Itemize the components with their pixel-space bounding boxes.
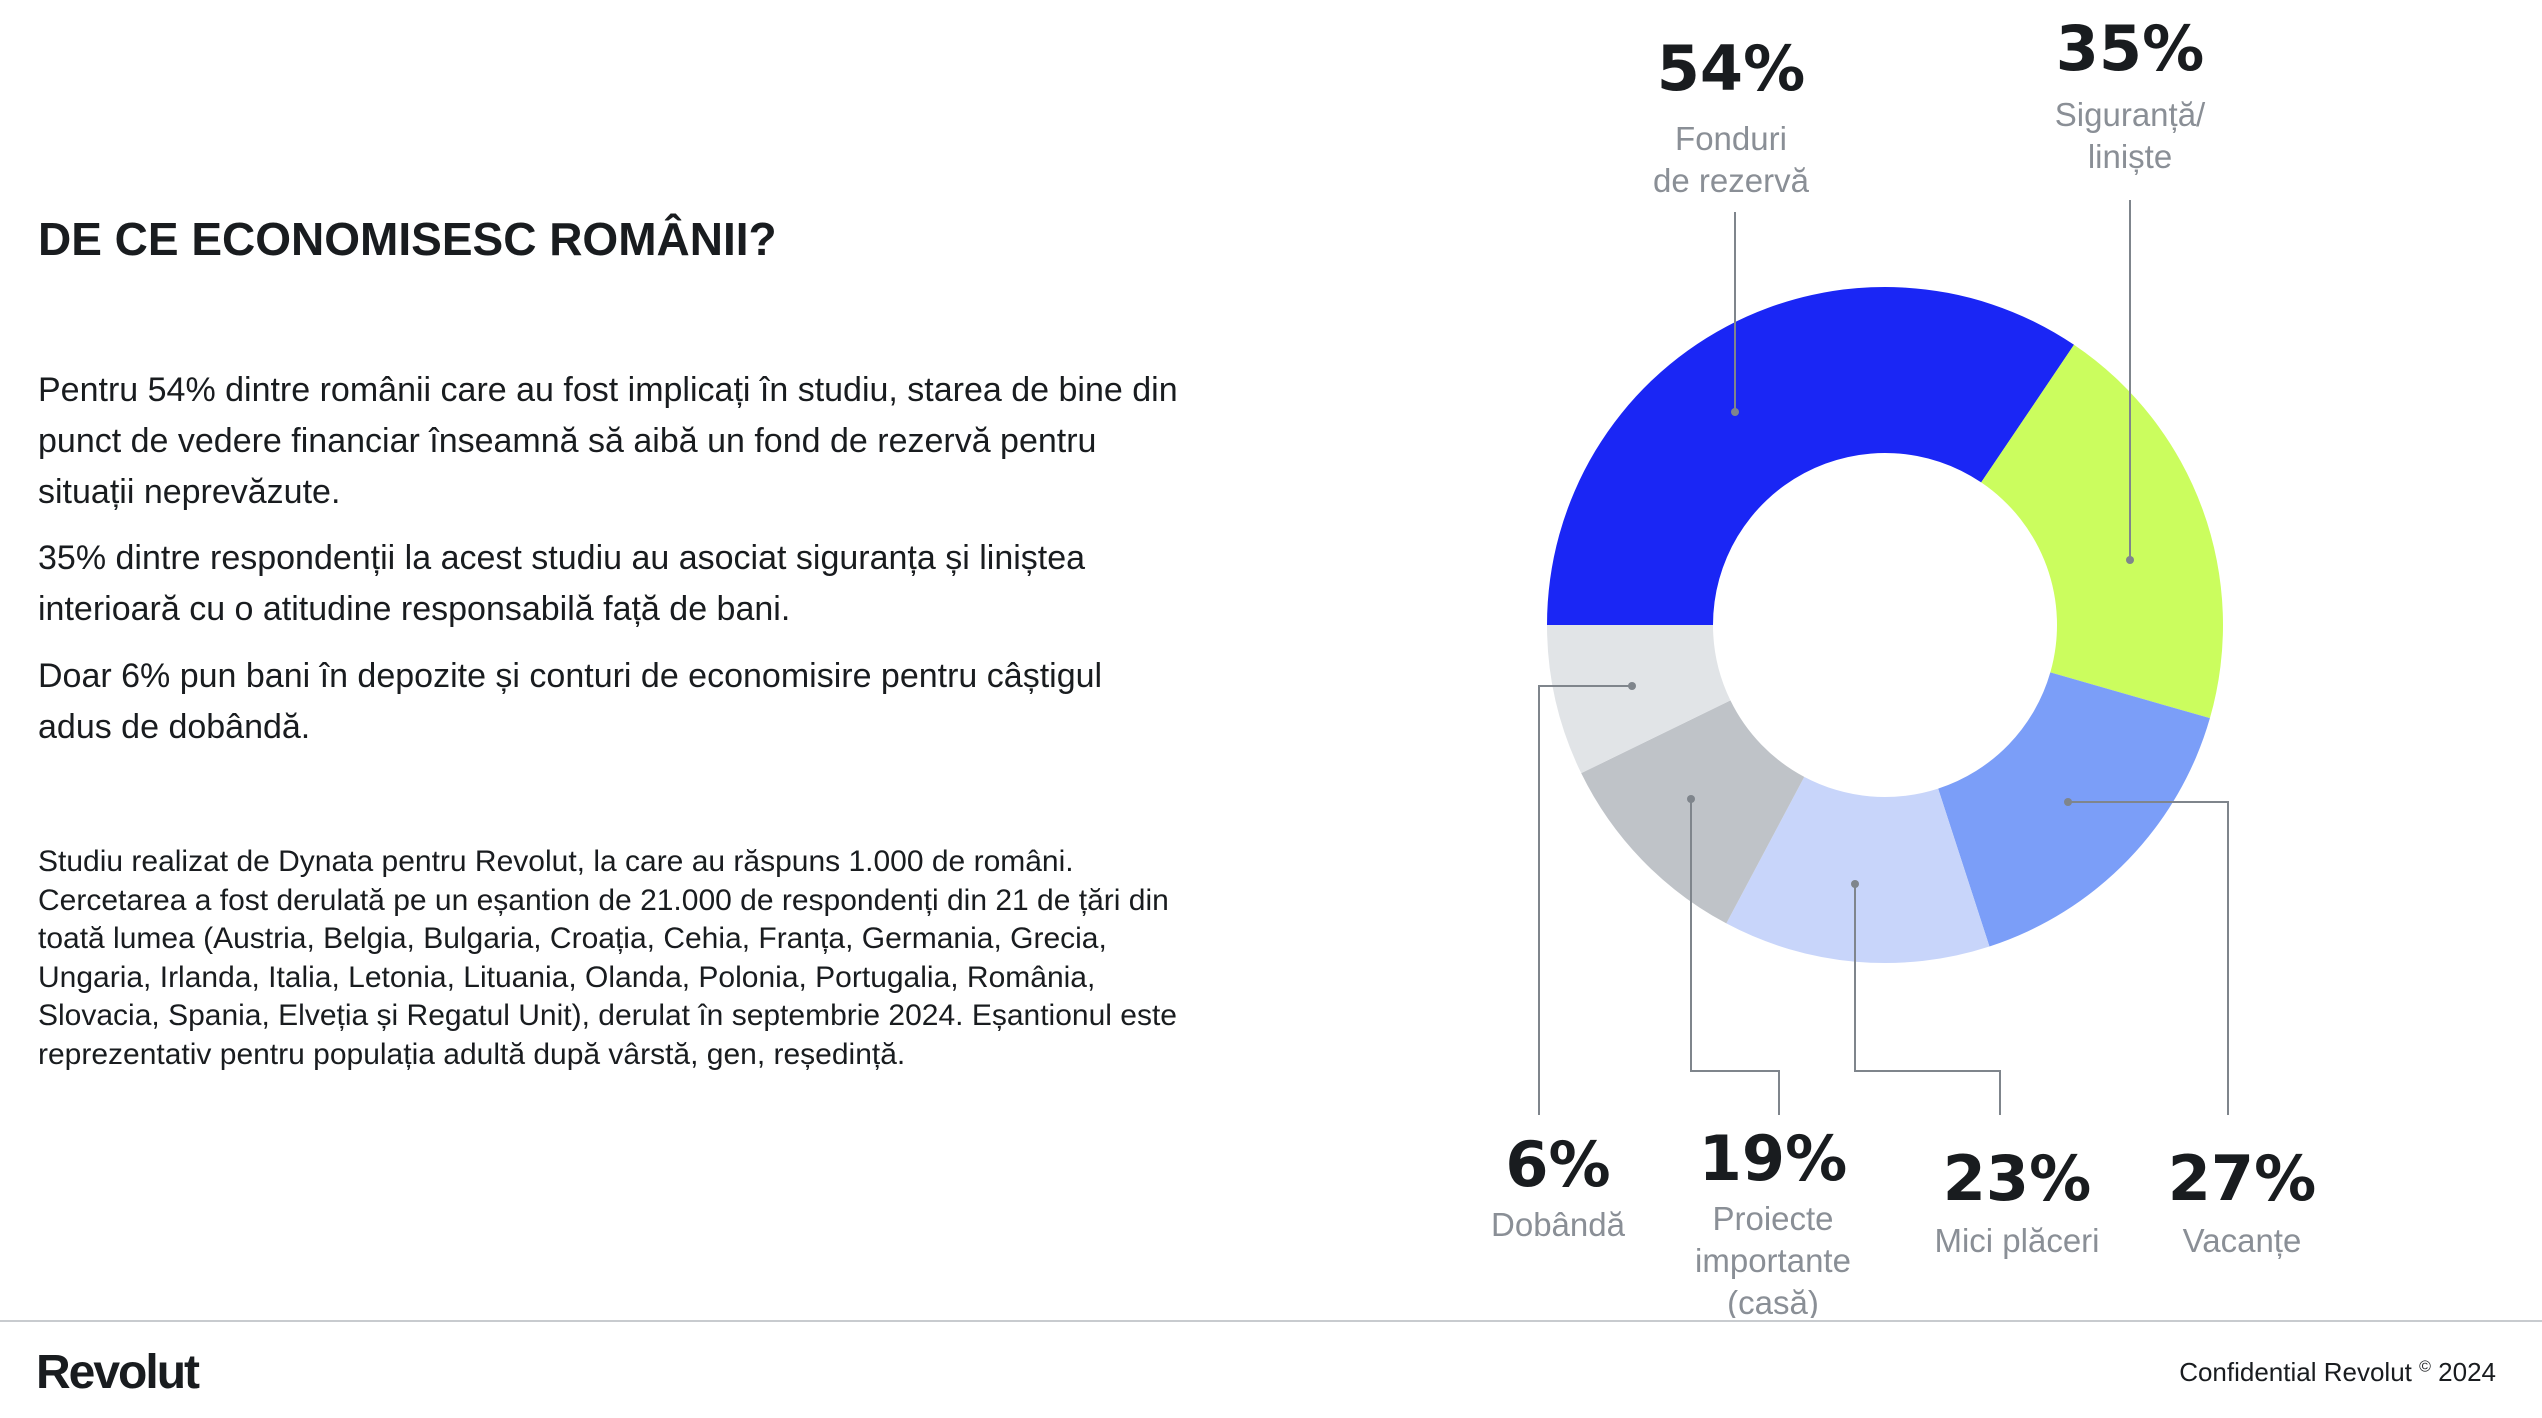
- confidential-text: Confidential Revolut: [2179, 1357, 2412, 1387]
- donut-slice-6: [1547, 625, 1731, 774]
- leader-dot-6: [1628, 682, 1636, 690]
- page-title: DE CE ECONOMISESC ROMÂNII?: [38, 213, 777, 265]
- study-note: Studiu realizat de Dynata pentru Revolut…: [38, 845, 1177, 1071]
- leader-line-3: [2068, 801, 2229, 1115]
- slice-category-label-1-line-2: de rezervă: [1653, 162, 1810, 199]
- slice-value-label-4: 23%: [1943, 1142, 2091, 1215]
- paragraph-3: Doar 6% pun bani în depozite și conturi …: [38, 657, 1103, 746]
- donut-slice-5: [1581, 700, 1805, 924]
- slice-value-label-1: 54%: [1657, 32, 1805, 105]
- slice-value-label-2: 35%: [2056, 12, 2204, 85]
- donut-slice-3: [1938, 672, 2210, 947]
- donut-slice-2: [1981, 344, 2224, 719]
- slice-value-label-5: 19%: [1699, 1122, 1847, 1195]
- leader-line-5: [1690, 799, 1780, 1115]
- confidential-notice: Confidential Revolut © 2024: [2179, 1357, 2496, 1388]
- leader-line-6: [1538, 685, 1632, 1115]
- leader-dot-2: [2126, 556, 2134, 564]
- leader-dot-4: [1851, 880, 1859, 888]
- slice-category-label-6-line-1: Dobândă: [1491, 1206, 1626, 1243]
- donut-slice-1: [1547, 287, 2075, 625]
- slice-value-label-6: 6%: [1505, 1128, 1610, 1201]
- leader-dot-1: [1731, 408, 1739, 416]
- slice-category-label-4-line-1: Mici plăceri: [1934, 1222, 2099, 1259]
- slice-category-label-1-line-1: Fonduri: [1675, 120, 1787, 157]
- donut-chart: 54% Fonduri de rezervă 35% Siguranță/liniște…: [1491, 12, 2316, 1318]
- revolut-logo: Revolut: [36, 1346, 200, 1399]
- copyright-symbol: ©: [2419, 1358, 2431, 1376]
- paragraph-2: 35% dintre respondenții la acest studiu …: [38, 539, 1086, 628]
- slice-value-label-3: 27%: [2168, 1142, 2316, 1215]
- footer-divider: [0, 1320, 2542, 1322]
- footer-year: 2024: [2438, 1357, 2496, 1387]
- leader-dot-3: [2064, 798, 2072, 806]
- slice-category-label-2-line-1: Siguranță/: [2055, 96, 2206, 133]
- slice-category-label-2-line-2: liniște: [2088, 138, 2172, 175]
- slice-category-label-5-line-2: importante: [1695, 1242, 1851, 1279]
- slice-category-label-5-line-3: (casă): [1727, 1284, 1819, 1318]
- leader-dot-5: [1687, 795, 1695, 803]
- slice-category-label-3-line-1: Vacanțe: [2183, 1222, 2302, 1259]
- leader-line-4: [1854, 884, 2001, 1115]
- paragraph-1: Pentru 54% dintre românii care au fost i…: [38, 371, 1178, 511]
- slice-category-label-5-line-1: Proiecte: [1712, 1200, 1833, 1237]
- donut-slice-4: [1726, 776, 1990, 963]
